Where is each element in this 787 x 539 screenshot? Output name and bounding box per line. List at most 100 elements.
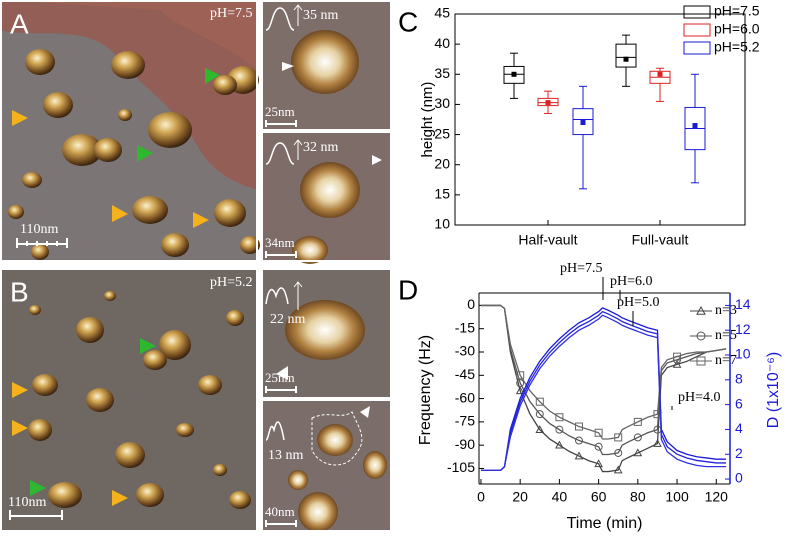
particle — [136, 483, 164, 507]
particle — [8, 205, 24, 219]
marker — [653, 439, 662, 447]
height-label: 22 nm — [270, 312, 306, 327]
series-line — [480, 304, 727, 456]
y-tick-label: -15 — [455, 319, 475, 335]
annotation: pH=4.0 — [678, 390, 721, 405]
scale-label: 110nm — [8, 495, 46, 510]
particle — [111, 51, 145, 79]
box — [503, 65, 525, 84]
x-axis-label: Time (min) — [567, 515, 643, 532]
particle — [94, 138, 122, 162]
marker — [696, 331, 706, 341]
plot-frame — [454, 13, 746, 226]
y-tick-label: 30 — [434, 95, 450, 111]
scale-label: 34nm — [265, 235, 295, 250]
y-tick-label: -45 — [455, 366, 475, 382]
particle — [118, 109, 132, 121]
legend-label: n=7 — [715, 353, 737, 368]
legend-swatch — [683, 5, 711, 19]
legend-label: n=5 — [715, 328, 737, 343]
particle — [25, 49, 55, 75]
marker — [614, 448, 623, 457]
height-label: 35 nm — [303, 8, 339, 23]
y-tick-label: 40 — [434, 35, 450, 51]
y-tick-label: 35 — [434, 65, 450, 81]
marker — [515, 386, 525, 395]
legend-label: pH=7.5 — [714, 3, 760, 19]
y-tick-label: -75 — [455, 413, 475, 429]
panel-label: A — [10, 8, 29, 39]
particle — [240, 236, 260, 254]
marker — [696, 305, 706, 315]
y-tick-label: 15 — [434, 186, 450, 202]
y2-tick-label: 2 — [735, 445, 743, 461]
x-tick-label: 60 — [591, 489, 607, 505]
y2-tick-label: 12 — [735, 321, 751, 337]
annotation: pH=7.5 — [560, 261, 603, 276]
y-tick-label: -30 — [455, 343, 475, 359]
particle — [198, 375, 222, 395]
marker — [633, 417, 642, 426]
particle — [161, 233, 189, 257]
marker — [672, 359, 682, 368]
arrowheads — [12, 62, 382, 506]
scale-label: 40nm — [265, 504, 295, 519]
y2-axis-label: D (1x10⁻⁶) — [765, 352, 782, 428]
particle — [226, 310, 244, 326]
mean — [545, 100, 551, 106]
series-line — [480, 304, 727, 473]
particle — [214, 199, 246, 227]
marker — [535, 410, 544, 419]
particle — [229, 491, 251, 509]
particle — [285, 300, 365, 360]
marker — [633, 433, 642, 442]
marker — [594, 459, 603, 468]
y-tick-label: 45 — [434, 5, 450, 21]
legend-label: n=3 — [715, 303, 737, 318]
y-tick-label: 0 — [467, 296, 475, 312]
particle — [86, 388, 114, 412]
box — [615, 43, 637, 68]
series-line — [480, 314, 727, 472]
x-tick-label: Half-vault — [518, 232, 577, 248]
panel-label: D — [398, 274, 418, 305]
annotation: pH=5.0 — [617, 295, 660, 310]
marker — [535, 397, 544, 406]
ph-label: pH=5.2 — [210, 275, 253, 290]
y2-tick-label: 10 — [735, 346, 751, 362]
particle — [298, 492, 338, 532]
box — [572, 108, 594, 136]
series-line — [480, 307, 727, 472]
y2-tick-label: 6 — [735, 395, 743, 411]
scale-bars — [9, 4, 363, 527]
particle — [143, 350, 167, 370]
y2-tick-label: 0 — [735, 470, 743, 486]
y2-tick-label: 14 — [735, 296, 751, 312]
box — [537, 97, 559, 107]
particle — [213, 464, 227, 476]
marker — [535, 425, 545, 433]
marker — [574, 451, 584, 460]
x-tick-label: 120 — [705, 489, 729, 505]
scale-label: 25nm — [265, 104, 295, 119]
y-tick-label: 20 — [434, 155, 450, 171]
particle — [159, 330, 191, 360]
particle — [300, 162, 360, 218]
mean — [623, 56, 629, 62]
y2-tick-label: 4 — [735, 420, 743, 436]
ph-label: pH=7.5 — [210, 6, 253, 21]
particle — [148, 112, 192, 148]
y-axis-label: Frequency (Hz) — [417, 335, 434, 445]
panel-label: B — [10, 276, 29, 307]
marker — [613, 465, 623, 474]
particle — [31, 244, 49, 260]
x-tick-label: 80 — [630, 489, 646, 505]
image-frames — [0, 0, 392, 532]
marker — [575, 436, 584, 445]
mean — [580, 120, 586, 126]
particle — [288, 470, 308, 490]
y-tick-label: -105 — [447, 459, 475, 475]
marker — [516, 379, 525, 388]
particles — [8, 30, 387, 532]
particle — [176, 423, 194, 437]
